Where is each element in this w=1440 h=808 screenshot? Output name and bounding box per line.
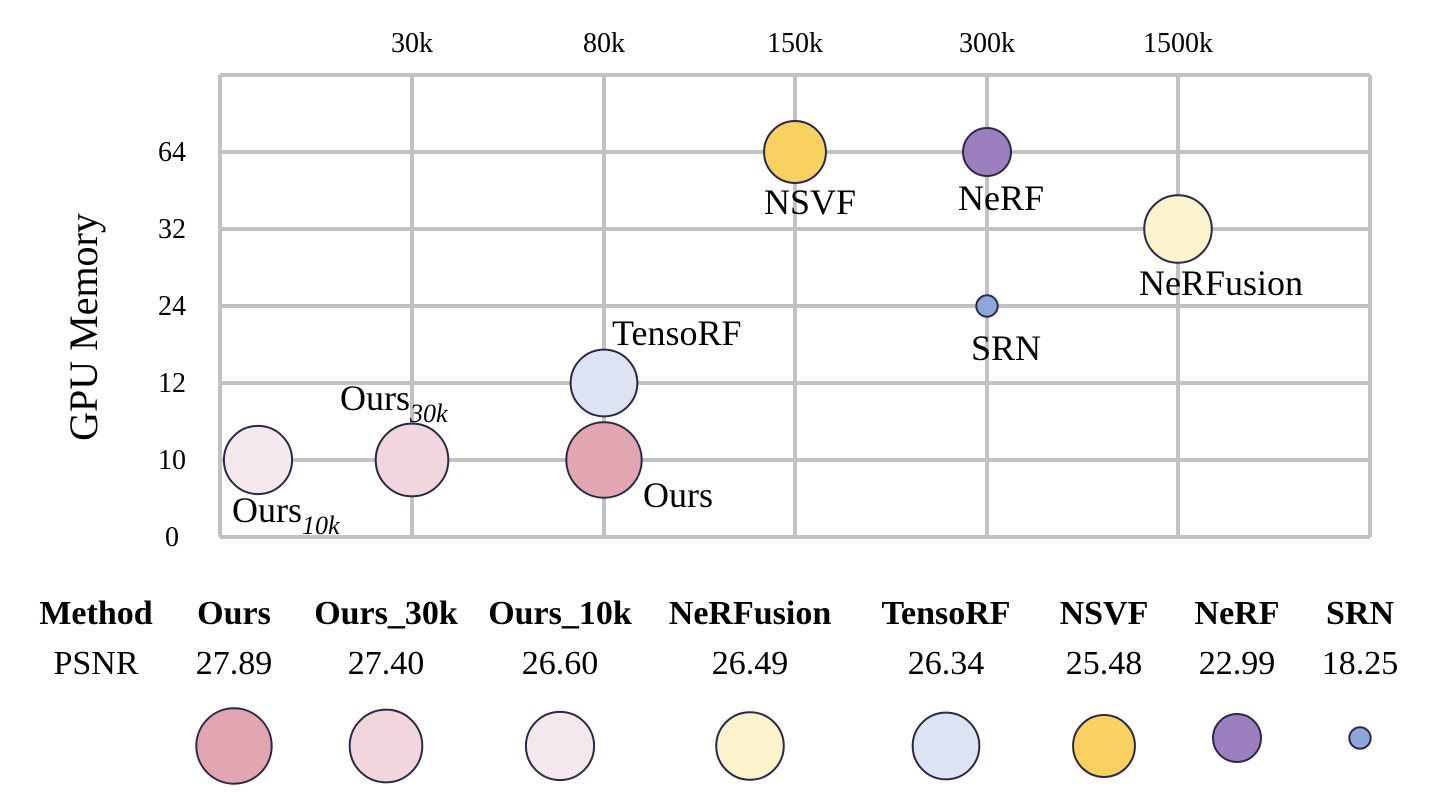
- x-tick-label: 150k: [767, 28, 823, 59]
- point-label: Ours10k: [232, 490, 340, 540]
- bubble-srn: [975, 294, 999, 318]
- y-axis-label: GPU Memory: [61, 213, 106, 441]
- table-bubble: [911, 711, 981, 781]
- table-method-name: NeRF: [1195, 595, 1280, 632]
- table-bubble: [1212, 713, 1262, 763]
- y-tick-labels: 0 10 12 24 32 64: [158, 137, 186, 553]
- table-method-name: NeRFusion: [669, 595, 832, 632]
- table-method-name: Ours: [197, 595, 271, 632]
- bubble-ours: [565, 421, 643, 499]
- table-bubble: [715, 711, 785, 781]
- table-psnr-value: 26.34: [908, 645, 985, 682]
- point-label: Ours30k: [340, 378, 448, 428]
- point-label: SRN: [971, 328, 1041, 368]
- table-psnr-value: 27.40: [348, 645, 425, 682]
- point-label: NeRFusion: [1139, 263, 1303, 303]
- table-bubble: [348, 708, 424, 784]
- psnr-table: Method PSNR Ours 27.89 Ours_30k 27.40 Ours_10k…: [39, 595, 1399, 785]
- y-tick-label: 0: [165, 522, 179, 553]
- bubble-nerfusion: [1143, 194, 1213, 264]
- data-bubbles: [222, 120, 1213, 499]
- table-method-name: Ours_30k: [314, 595, 458, 632]
- point-labels: Ours10k Ours30k Ours TensoRF NSVF NeRF SRN NeRF…: [232, 178, 1303, 540]
- bubble-ours-10k: [222, 424, 294, 496]
- point-label: NSVF: [764, 182, 856, 222]
- x-tick-label: 300k: [959, 28, 1015, 59]
- bubble-tensorf: [569, 348, 639, 418]
- point-label: NeRF: [958, 178, 1044, 218]
- table-method-name: TensoRF: [881, 595, 1010, 632]
- table-psnr-value: 26.60: [522, 645, 599, 682]
- table-bubble: [1348, 726, 1372, 750]
- y-tick-label: 32: [158, 214, 186, 245]
- table-method-name: NSVF: [1060, 595, 1149, 632]
- table-header-label: Method: [39, 595, 152, 632]
- table-row-label: PSNR: [53, 645, 138, 682]
- table-psnr-value: 25.48: [1066, 645, 1143, 682]
- table-bubble: [524, 710, 596, 782]
- point-label: TensoRF: [612, 313, 742, 353]
- bubble-nerf: [962, 127, 1012, 177]
- x-tick-label: 80k: [583, 28, 625, 59]
- y-tick-label: 12: [158, 368, 186, 399]
- table-psnr-value: 18.25: [1322, 645, 1399, 682]
- table-psnr-value: 27.89: [196, 645, 273, 682]
- point-label: Ours: [643, 475, 713, 515]
- x-tick-labels: 30k 80k 150k 300k 1500k: [391, 28, 1213, 59]
- bubble-nsvf: [763, 120, 827, 184]
- x-tick-label: 30k: [391, 28, 433, 59]
- table-method-name: Ours_10k: [488, 595, 632, 632]
- table-method-name: SRN: [1326, 595, 1394, 632]
- table-bubble: [195, 707, 273, 785]
- table-psnr-value: 22.99: [1199, 645, 1276, 682]
- bubble-ours-30k: [374, 422, 450, 498]
- y-tick-label: 64: [158, 137, 186, 168]
- x-tick-label: 1500k: [1143, 28, 1213, 59]
- y-tick-label: 10: [158, 445, 186, 476]
- table-bubble: [1072, 714, 1136, 778]
- y-tick-label: 24: [158, 291, 186, 322]
- table-psnr-value: 26.49: [712, 645, 789, 682]
